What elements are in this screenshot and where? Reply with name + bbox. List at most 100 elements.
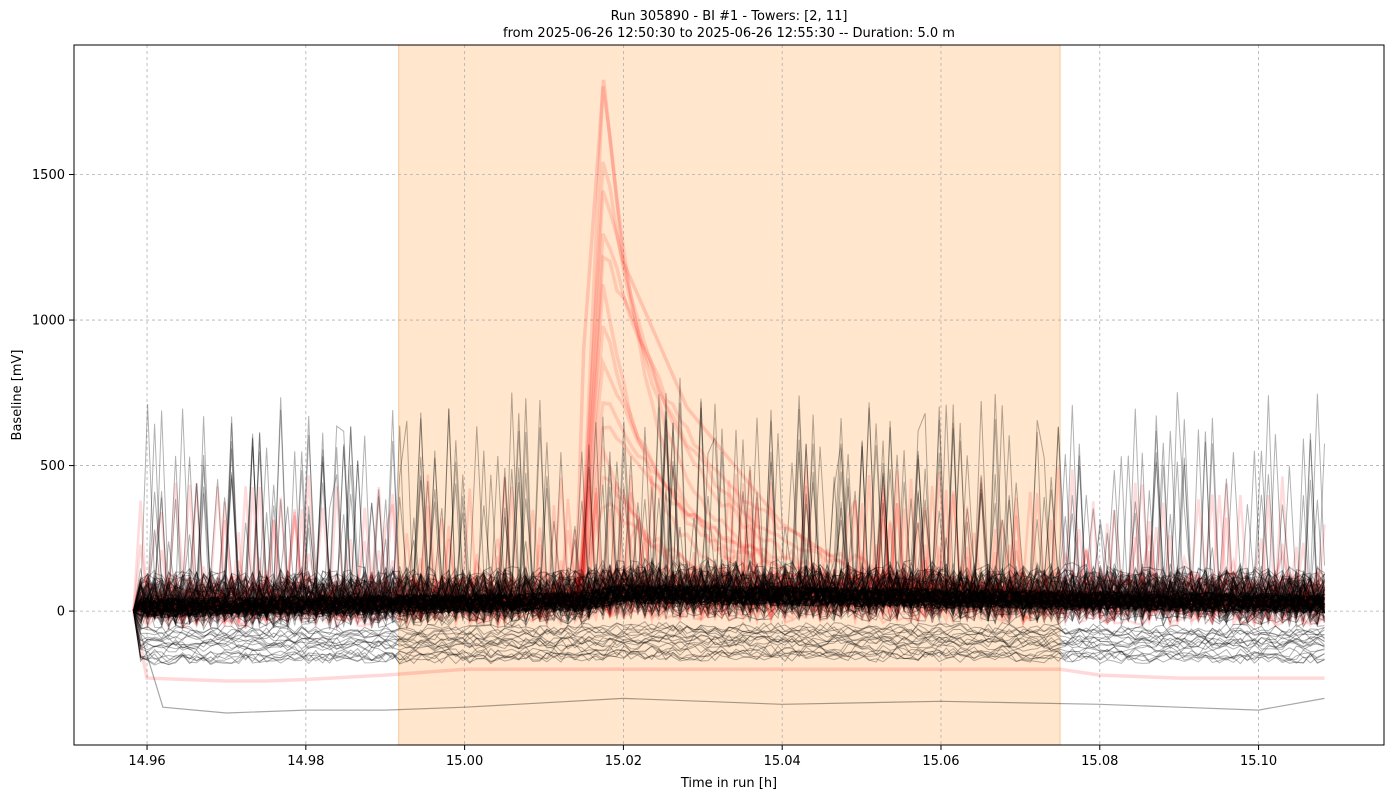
black-trace-line [133, 610, 1325, 639]
black-core-line [133, 583, 1325, 617]
black-trace-line [133, 394, 1325, 614]
black-trace-line [133, 444, 1325, 627]
red-noise-line [132, 478, 1326, 622]
black-trace-line [133, 393, 1325, 621]
black-notable-line [132, 610, 1325, 714]
x-tick-label: 15.10 [1240, 754, 1277, 769]
black-core-line [133, 584, 1325, 618]
black-trace-line [133, 470, 1325, 627]
black-core-line [133, 584, 1325, 618]
black-trace-line [133, 611, 1325, 661]
x-tick-label: 15.04 [764, 754, 801, 769]
black-trace-line [133, 610, 1325, 651]
x-axis-ticks: 14.96 14.98 15.00 15.02 15.04 15.06 15.08 15.10 [128, 745, 1277, 769]
black-trace-line [133, 422, 1325, 619]
black-core-line [132, 585, 1325, 618]
red-noise-line [132, 488, 1326, 620]
red-noise-line [132, 465, 1326, 615]
black-trace-line [133, 418, 1325, 620]
black-trace-line [133, 409, 1325, 626]
black-core-line [133, 583, 1326, 619]
black-trace-line [133, 432, 1325, 633]
red-noise-line [132, 470, 1326, 612]
black-core-line [133, 583, 1325, 619]
black-trace-line [133, 416, 1325, 626]
red-noise-line [133, 475, 1326, 622]
black-trace-line [133, 611, 1325, 651]
red-spike-line [133, 190, 1326, 616]
black-trace-line [133, 395, 1325, 621]
black-trace-line [133, 461, 1325, 622]
black-trace-line [133, 611, 1325, 665]
black-trace-line [133, 398, 1325, 623]
black-trace-line [133, 405, 1325, 624]
black-trace-line [133, 402, 1325, 628]
black-core-line [133, 582, 1325, 618]
black-core-line [133, 583, 1326, 619]
black-core-line [133, 583, 1325, 617]
black-core-line [133, 584, 1326, 618]
black-core-line [133, 583, 1326, 618]
black-trace-line [133, 404, 1325, 622]
black-trace-line [133, 427, 1325, 626]
red-spike-line [132, 161, 1325, 615]
black-trace-line [133, 395, 1325, 625]
black-trace-line [133, 610, 1325, 647]
black-core-line [133, 584, 1325, 617]
black-trace-line [133, 408, 1325, 630]
black-core-line [133, 584, 1325, 617]
red-spike-line [133, 356, 1325, 615]
chart-title: Run 305890 - BI #1 - Towers: [2, 11] [611, 9, 848, 24]
black-trace-line [133, 610, 1325, 642]
black-trace-line [133, 437, 1325, 616]
red-noise-line [132, 492, 1325, 630]
chart-subtitle: from 2025-06-26 12:50:30 to 2025-06-26 1… [503, 26, 955, 41]
black-trace-line [133, 393, 1325, 613]
red-notable-line [131, 610, 1325, 683]
black-trace-line [133, 611, 1325, 651]
black-core-line [133, 585, 1326, 619]
black-trace-line [133, 392, 1325, 623]
black-trace-line [133, 377, 1325, 619]
black-core-line [133, 586, 1326, 618]
highlight-region [398, 44, 1061, 746]
red-noise-line [132, 469, 1326, 613]
red-noise-line [132, 475, 1326, 619]
black-core-line [132, 584, 1325, 618]
black-trace-line [133, 610, 1325, 638]
red-noise-line [132, 503, 1326, 629]
black-core-line [133, 585, 1325, 617]
black-core-line [133, 585, 1326, 618]
red-noise-line [132, 477, 1326, 617]
black-core-line [132, 584, 1325, 618]
black-trace-line [133, 425, 1325, 622]
red-noise-line [132, 478, 1326, 630]
black-trace-line [133, 403, 1325, 615]
black-core-line [133, 583, 1325, 618]
x-tick-label: 15.08 [1081, 754, 1118, 769]
black-trace-line [133, 610, 1325, 642]
black-trace-line [133, 394, 1325, 621]
black-trace-line [133, 422, 1325, 623]
plot-area [74, 44, 1384, 746]
red-spike-line [133, 232, 1326, 615]
red-noise-line [132, 525, 1326, 628]
black-core-line [133, 582, 1325, 618]
black-trace-line [133, 610, 1325, 637]
black-trace-line [133, 399, 1325, 629]
red-noise-line [132, 470, 1326, 613]
red-noise-line [132, 466, 1326, 612]
black-trace-line [133, 421, 1325, 617]
x-tick-label: 15.06 [922, 754, 959, 769]
red-noise-line [132, 475, 1326, 626]
red-noise-line [133, 508, 1326, 632]
red-spike-line [132, 425, 1326, 615]
red-spike-line [132, 254, 1326, 616]
black-trace-line [133, 408, 1325, 619]
black-core-line [133, 584, 1326, 619]
red-notable-line [133, 79, 1325, 613]
black-trace-line [133, 422, 1325, 626]
red-spike-line [132, 86, 1325, 615]
x-axis-label: Time in run [h] [680, 776, 777, 791]
black-core-line [133, 583, 1325, 618]
